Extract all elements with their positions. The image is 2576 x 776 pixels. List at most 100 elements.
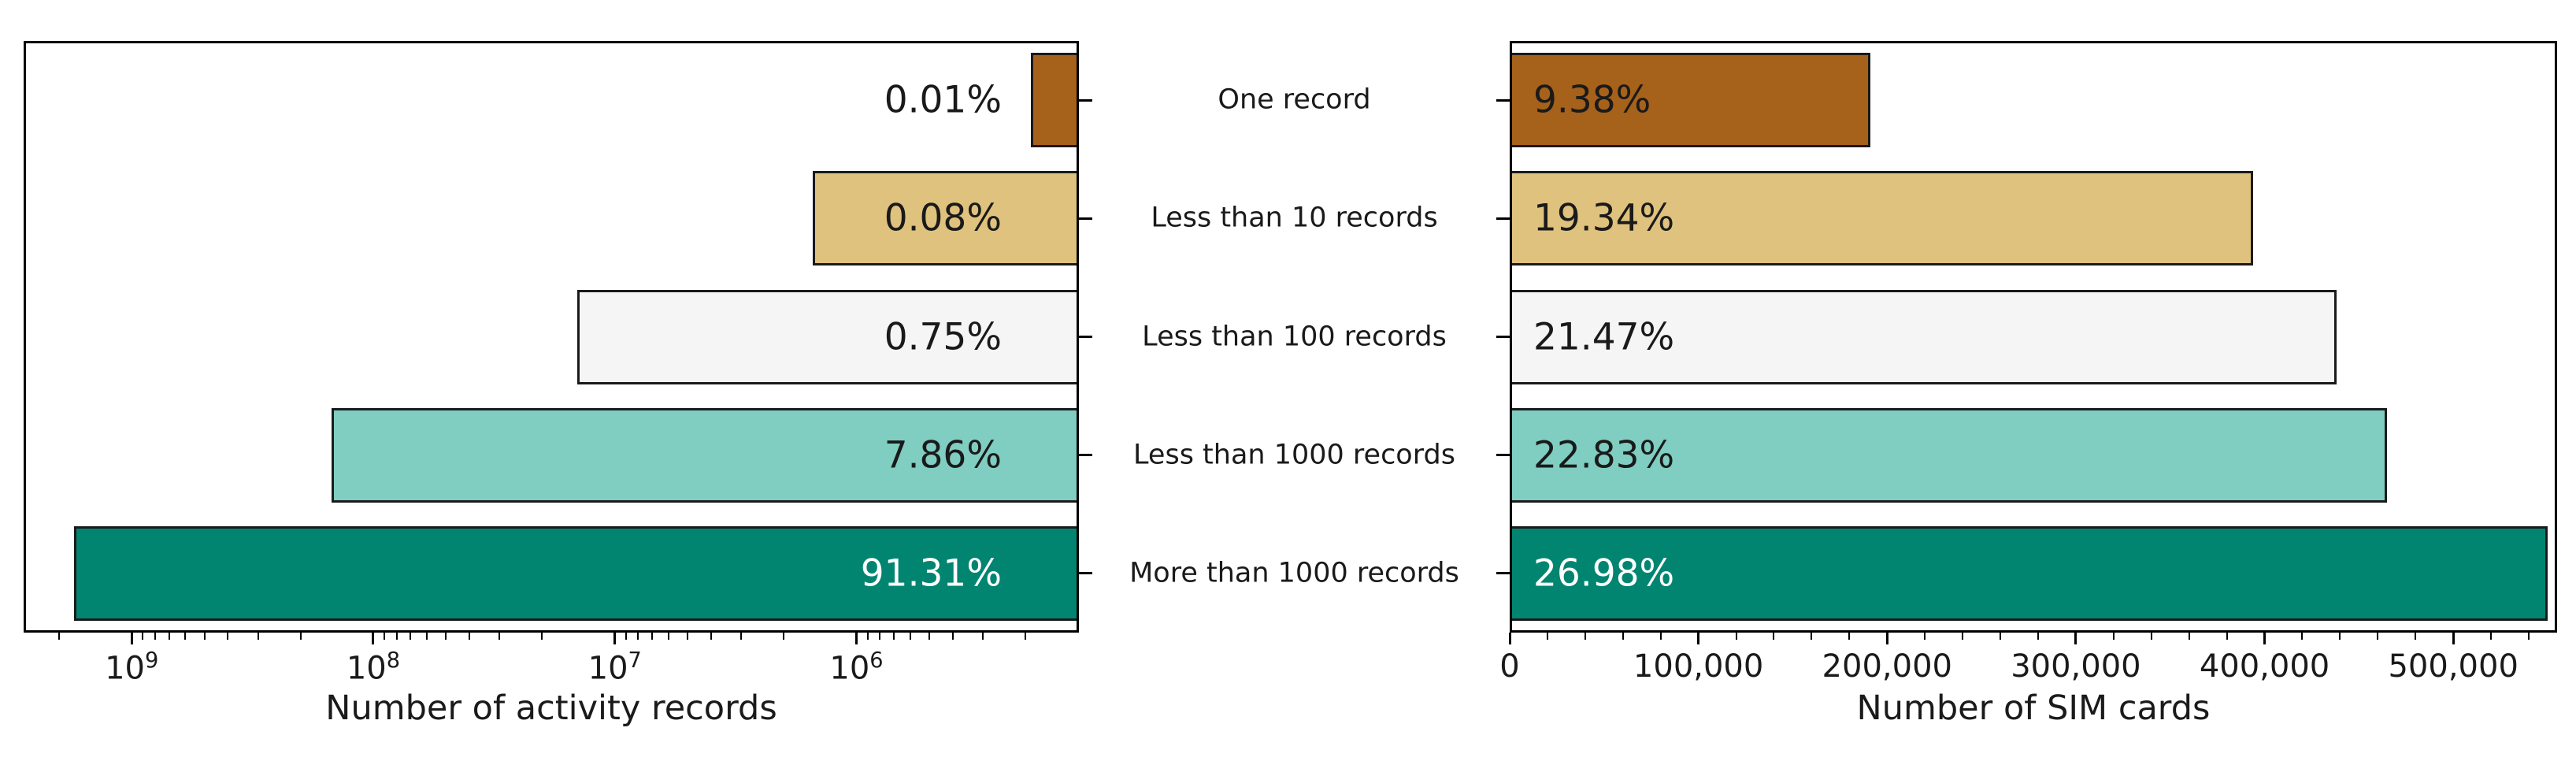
right-x-tick bbox=[2452, 633, 2455, 644]
right-x-minor-tick bbox=[2415, 633, 2417, 640]
left-bar-label-1: 0.08% bbox=[884, 196, 1002, 240]
right-x-tick-label: 300,000 bbox=[2011, 648, 2141, 685]
left-bar-2 bbox=[577, 289, 1079, 384]
right-bar-2 bbox=[1510, 289, 2337, 384]
right-x-minor-tick bbox=[2150, 633, 2152, 640]
left-x-minor-tick bbox=[541, 633, 543, 640]
left-x-minor-tick bbox=[499, 633, 501, 640]
left-x-tick-label: 107 bbox=[587, 648, 642, 687]
right-x-minor-tick bbox=[2339, 633, 2341, 640]
left-x-minor-tick bbox=[203, 633, 206, 640]
left-bar-3 bbox=[331, 407, 1079, 503]
left-x-minor-tick bbox=[783, 633, 785, 640]
right-x-minor-tick bbox=[2490, 633, 2493, 640]
left-x-minor-tick bbox=[637, 633, 639, 640]
right-x-minor-tick bbox=[1735, 633, 1737, 640]
right-bar-label-0: 9.38% bbox=[1533, 78, 1651, 122]
right-x-minor-tick bbox=[1659, 633, 1662, 640]
right-y-tick bbox=[1496, 336, 1510, 338]
left-x-tick bbox=[613, 633, 617, 644]
right-axis-title: Number of SIM cards bbox=[1856, 689, 2211, 728]
left-x-tick-label: 109 bbox=[105, 648, 159, 687]
right-y-tick bbox=[1496, 454, 1510, 457]
right-bar-0 bbox=[1510, 53, 1870, 148]
right-x-tick-label: 400,000 bbox=[2199, 648, 2330, 685]
left-x-minor-tick bbox=[866, 633, 869, 640]
right-x-tick-label: 0 bbox=[1499, 648, 1520, 685]
category-label: More than 1000 records bbox=[1129, 557, 1459, 589]
category-label: One record bbox=[1218, 84, 1371, 116]
left-x-minor-tick bbox=[445, 633, 447, 640]
left-x-minor-tick bbox=[395, 633, 398, 640]
right-x-minor-tick bbox=[2000, 633, 2002, 640]
left-x-minor-tick bbox=[687, 633, 689, 640]
left-x-tick bbox=[372, 633, 375, 644]
right-x-tick-label: 100,000 bbox=[1633, 648, 1764, 685]
right-bar-label-3: 22.83% bbox=[1533, 433, 1675, 477]
right-x-minor-tick bbox=[1773, 633, 1775, 640]
left-x-minor-tick bbox=[951, 633, 954, 640]
left-x-tick-label: 106 bbox=[829, 648, 884, 687]
left-bar-4 bbox=[73, 525, 1079, 621]
right-axes: 9.38% 19.34% 21.47% 22.83% 26.98% bbox=[1510, 41, 2557, 633]
left-x-minor-tick bbox=[893, 633, 895, 640]
right-x-tick-label: 500,000 bbox=[2388, 648, 2519, 685]
left-y-tick bbox=[1079, 98, 1092, 102]
right-x-minor-tick bbox=[2037, 633, 2039, 640]
right-x-tick bbox=[2263, 633, 2267, 644]
right-bar-label-1: 19.34% bbox=[1533, 196, 1675, 240]
left-x-tick-label: 108 bbox=[346, 648, 401, 687]
left-bar-label-4: 91.31% bbox=[860, 551, 1002, 596]
left-bar-1 bbox=[812, 171, 1079, 266]
right-bar-label-4: 26.98% bbox=[1533, 551, 1675, 596]
right-x-minor-tick bbox=[1546, 633, 1548, 640]
left-axis-title: Number of activity records bbox=[325, 689, 777, 728]
left-x-minor-tick bbox=[928, 633, 930, 640]
right-x-tick bbox=[1508, 633, 1511, 644]
right-x-minor-tick bbox=[1962, 633, 1964, 640]
right-x-minor-tick bbox=[2377, 633, 2379, 640]
right-bar-1 bbox=[1510, 171, 2254, 266]
right-x-minor-tick bbox=[2528, 633, 2530, 640]
right-bar-3 bbox=[1510, 407, 2388, 503]
right-x-minor-tick bbox=[2112, 633, 2115, 640]
left-y-tick bbox=[1079, 454, 1092, 457]
right-bar-4 bbox=[1510, 525, 2548, 621]
right-x-minor-tick bbox=[2226, 633, 2228, 640]
left-x-minor-tick bbox=[257, 633, 259, 640]
left-x-tick bbox=[130, 633, 133, 644]
right-x-minor-tick bbox=[2188, 633, 2190, 640]
right-x-minor-tick bbox=[1848, 633, 1851, 640]
left-x-minor-tick bbox=[168, 633, 170, 640]
left-x-minor-tick bbox=[154, 633, 156, 640]
right-x-tick-label: 200,000 bbox=[1822, 648, 1952, 685]
left-bar-label-2: 0.75% bbox=[884, 315, 1002, 358]
left-x-minor-tick bbox=[410, 633, 412, 640]
right-x-minor-tick bbox=[1584, 633, 1586, 640]
right-bar-label-2: 21.47% bbox=[1533, 315, 1675, 358]
left-x-minor-tick bbox=[1024, 633, 1026, 640]
left-x-minor-tick bbox=[667, 633, 669, 640]
left-x-minor-tick bbox=[710, 633, 712, 640]
right-x-tick bbox=[2074, 633, 2077, 644]
category-label: Less than 10 records bbox=[1151, 202, 1438, 234]
category-label: Less than 100 records bbox=[1142, 321, 1447, 352]
left-y-tick bbox=[1079, 572, 1092, 575]
left-bar-label-0: 0.01% bbox=[884, 78, 1002, 122]
left-y-tick bbox=[1079, 217, 1092, 220]
left-bar-0 bbox=[1030, 53, 1079, 148]
left-x-minor-tick bbox=[625, 633, 627, 640]
right-y-tick bbox=[1496, 572, 1510, 575]
left-x-minor-tick bbox=[981, 633, 984, 640]
left-bar-label-3: 7.86% bbox=[884, 433, 1002, 477]
left-x-minor-tick bbox=[879, 633, 881, 640]
right-y-tick bbox=[1496, 98, 1510, 102]
right-y-tick bbox=[1496, 217, 1510, 220]
left-x-minor-tick bbox=[469, 633, 471, 640]
left-x-minor-tick bbox=[651, 633, 654, 640]
right-x-minor-tick bbox=[1622, 633, 1624, 640]
category-label: Less than 1000 records bbox=[1133, 439, 1455, 471]
left-axes: 0.01% 0.08% 0.75% 7.86% 91.31% bbox=[24, 41, 1079, 633]
right-x-tick bbox=[1697, 633, 1700, 644]
